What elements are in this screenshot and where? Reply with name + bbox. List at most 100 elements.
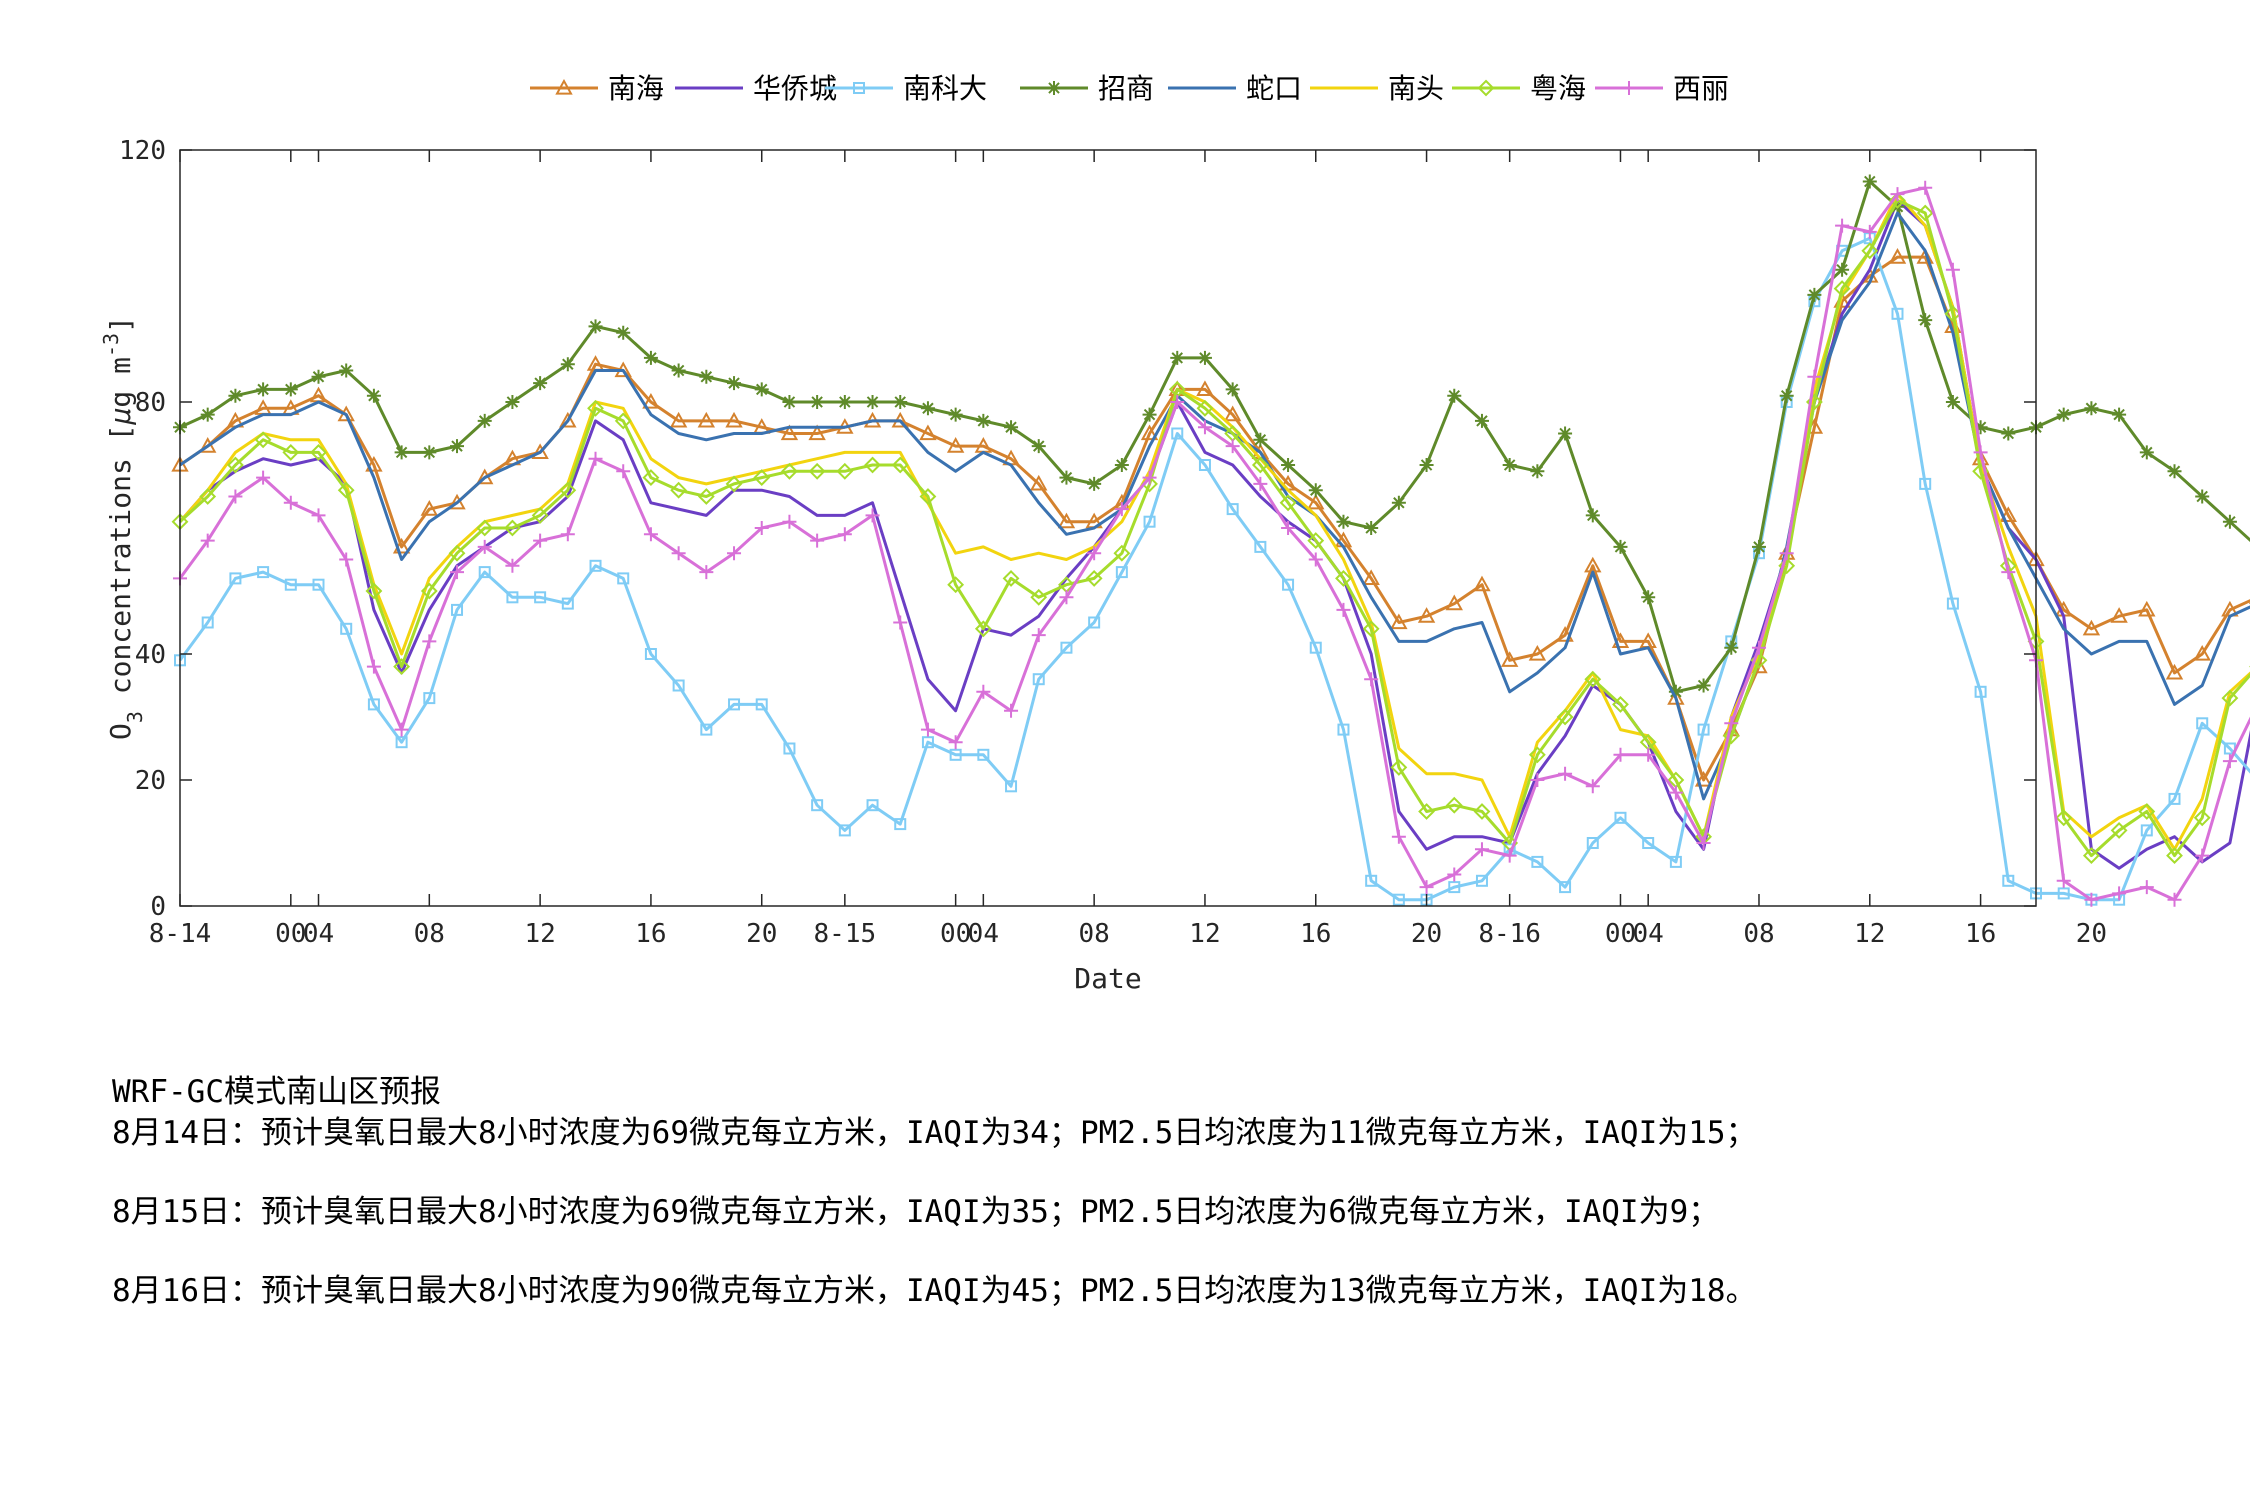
data-point — [199, 488, 217, 505]
data-point — [1253, 432, 1268, 447]
data-point — [727, 376, 742, 391]
legend-label: 华侨城 — [753, 72, 837, 105]
data-point — [1170, 395, 1185, 409]
data-point — [312, 578, 325, 591]
data-point — [614, 412, 632, 430]
data-point — [226, 456, 244, 474]
data-point — [1225, 382, 1240, 397]
data-point — [1281, 521, 1296, 535]
data-point — [920, 722, 935, 737]
data-point — [534, 591, 547, 604]
data-point — [1999, 506, 2017, 522]
data-point — [476, 519, 494, 537]
data-point — [1031, 439, 1046, 454]
x-tick-label: 00 — [275, 919, 306, 949]
data-point — [1030, 474, 1048, 491]
data-point — [811, 799, 824, 812]
y-tick-label: 40 — [135, 640, 166, 670]
data-point — [1558, 766, 1573, 781]
data-point — [1032, 673, 1045, 686]
series-7 — [171, 191, 2250, 865]
data-point — [505, 558, 520, 573]
data-point — [1696, 678, 1711, 693]
data-point — [1641, 590, 1656, 605]
data-point — [1779, 388, 1794, 403]
data-point — [1556, 708, 1574, 726]
caption-title: WRF-GC模式南山区预报 — [112, 1074, 441, 1110]
data-point — [753, 469, 771, 487]
data-point — [1088, 616, 1101, 629]
data-point — [1667, 689, 1685, 705]
data-point — [2056, 873, 2071, 888]
chart-legend: 南海 华侨城 南科大 招商 蛇口 南头 粤海 西丽 — [530, 72, 1729, 105]
data-point — [1973, 420, 1988, 435]
x-tick-label: 04 — [1633, 919, 1664, 949]
data-point — [1142, 407, 1157, 422]
data-point — [616, 464, 631, 479]
data-point — [2112, 886, 2127, 901]
data-point — [1254, 540, 1267, 553]
x-tick-label: 20 — [746, 919, 777, 949]
data-point — [1447, 867, 1462, 882]
data-point — [1916, 248, 1934, 264]
data-point — [865, 395, 880, 409]
data-point — [754, 521, 769, 535]
data-point — [337, 481, 355, 499]
data-point — [1696, 836, 1711, 850]
x-tick-label: 12 — [524, 919, 555, 949]
data-point — [420, 582, 438, 600]
data-point — [1279, 494, 1297, 512]
data-point — [1282, 578, 1295, 591]
data-point — [643, 527, 658, 542]
data-point — [891, 456, 909, 474]
data-point — [642, 392, 660, 409]
data-point — [1196, 380, 1214, 396]
legend-entry-8: 西丽 — [1595, 72, 1729, 105]
data-point — [1724, 716, 1739, 731]
x-tick-label: 20 — [1411, 919, 1442, 949]
legend-marker — [555, 78, 573, 95]
data-point — [864, 456, 881, 474]
data-point — [531, 443, 549, 459]
data-point — [1668, 785, 1683, 800]
x-axis-label: Date — [1074, 962, 1141, 995]
data-point — [1307, 493, 1325, 510]
data-point — [367, 698, 380, 711]
data-point — [2001, 426, 2016, 441]
data-point — [1445, 594, 1463, 611]
data-point — [1140, 424, 1159, 441]
y-axis-label: O3 concentrations [μg m-3] — [99, 316, 147, 740]
data-point — [782, 514, 797, 529]
data-point — [2057, 887, 2070, 900]
y-tick-label: 20 — [135, 766, 166, 796]
data-point — [1585, 508, 1600, 523]
data-point — [1973, 445, 1988, 460]
data-point — [1362, 569, 1380, 585]
data-point — [1945, 262, 1960, 277]
data-point — [2222, 514, 2237, 529]
data-point — [1336, 514, 1351, 529]
series-3 — [174, 232, 2250, 906]
data-point — [977, 748, 990, 761]
data-point — [1724, 640, 1739, 655]
data-point — [365, 582, 383, 600]
data-point — [1473, 803, 1491, 820]
data-point — [228, 489, 243, 504]
data-point — [283, 495, 298, 510]
x-tick-label: 00 — [940, 919, 971, 949]
data-point — [699, 369, 714, 384]
legend-entry-4: 招商 — [1020, 72, 1154, 105]
legend-entry-7: 粤海 — [1452, 72, 1586, 105]
data-point — [1473, 575, 1491, 592]
series-line — [178, 236, 2250, 902]
data-point — [505, 395, 520, 409]
data-point — [810, 533, 825, 548]
data-point — [2084, 401, 2099, 416]
data-point — [837, 395, 852, 409]
data-point — [1641, 747, 1656, 762]
data-point — [339, 363, 354, 378]
data-point — [616, 325, 631, 340]
data-point — [725, 411, 743, 428]
data-point — [1528, 644, 1547, 661]
data-point — [229, 572, 242, 585]
